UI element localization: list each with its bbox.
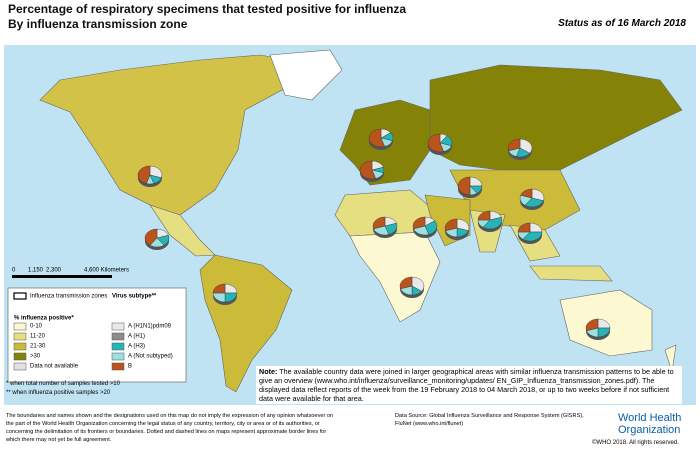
legend-swatch: [13, 322, 27, 331]
pies: [137, 128, 611, 340]
who-line: Organization: [618, 424, 681, 436]
legend-swatch: [111, 352, 125, 361]
legend-title: Virus subtype**: [112, 294, 157, 300]
zone: [269, 49, 343, 101]
legend-label: 21-30: [30, 344, 46, 350]
pie-slice: [372, 216, 386, 230]
scale-label: 4,600 Kilometers: [84, 268, 129, 274]
legend-label: B: [128, 364, 132, 370]
footnotes: * when total number of samples tested >1…: [6, 380, 120, 398]
pie-slice: [137, 165, 151, 184]
legend-swatch: [13, 332, 27, 341]
disclaimer: The boundaries and names shown and the d…: [6, 413, 334, 443]
copyright: ©WHO 2018. All rights reserved.: [592, 440, 679, 446]
legend-swatch: [13, 292, 27, 300]
pie-slice: [144, 228, 158, 246]
legend-label: Data not available: [30, 364, 79, 370]
legend-label: A (H1N1)pdm09: [128, 324, 172, 330]
footnote: ** when influenza positive samples >20: [6, 390, 111, 396]
zone: [429, 64, 683, 171]
pie-slice: [399, 276, 413, 290]
scale-label: 0: [12, 268, 16, 274]
legend-swatch: [13, 352, 27, 361]
legend-swatch: [111, 322, 125, 331]
who-logo: World Health Organization: [618, 412, 681, 436]
pie-slice: [359, 160, 376, 180]
legend-title: % influenza positive*: [14, 316, 74, 322]
legend-label: A (H3): [128, 344, 145, 350]
pie-slice: [427, 133, 444, 153]
pie-slice: [412, 216, 426, 230]
data-source: Data Source: Global Influenza Surveillan…: [395, 413, 584, 427]
status: Status as of 16 March 2018: [558, 18, 686, 29]
note-text: The available country data were joined i…: [259, 367, 674, 403]
scale-label: 1,150: [28, 268, 44, 274]
pie-slice: [212, 283, 226, 294]
pie-slice: [477, 210, 491, 221]
legend-swatch: [13, 342, 27, 351]
title: Percentage of respiratory specimens that…: [8, 2, 406, 32]
pie-slice: [507, 138, 521, 152]
pie-slice: [585, 318, 599, 332]
legend-label: 0-10: [30, 324, 43, 330]
legend-label: 11-20: [30, 334, 46, 340]
who-line: World Health: [618, 412, 682, 424]
legend-label: A (H1): [128, 334, 145, 340]
scale-line: [12, 275, 112, 278]
pie-slice: [457, 176, 471, 196]
zone: [529, 265, 613, 282]
legend-swatch: [111, 362, 125, 371]
pie-slice: [517, 222, 531, 233]
scale-bar: 0 1,150 2,300 4,600 Kilometers: [12, 268, 129, 278]
legend-swatch: [13, 362, 27, 371]
legend-label: A (Not subtyped): [128, 354, 173, 360]
note: Note: The available country data were jo…: [256, 366, 682, 404]
pie-slice: [520, 188, 533, 199]
note-label: Note:: [259, 367, 278, 376]
pie-slice: [444, 218, 458, 232]
legend-swatch: [111, 342, 125, 351]
pie-slice: [519, 138, 533, 154]
zone: [39, 54, 301, 216]
footnote: * when total number of samples tested >1…: [6, 381, 120, 387]
pie-slice: [411, 276, 425, 292]
legend: 0-10 11-20 21-30 >30 Data not available A (H1…: [13, 322, 173, 371]
scale-label: 2,300: [46, 268, 62, 274]
title-line: By influenza transmission zone: [8, 17, 188, 31]
legend-label: Influenza transmission zones: [30, 294, 107, 300]
zone: [664, 344, 677, 373]
pie-slice: [522, 231, 543, 242]
pie-slice: [482, 216, 503, 230]
title-line: Percentage of respiratory specimens that…: [8, 2, 407, 16]
legend-label: >30: [30, 354, 41, 360]
pie-slice: [368, 128, 385, 148]
legend-swatch: [111, 332, 125, 341]
legend-box: [7, 287, 187, 383]
